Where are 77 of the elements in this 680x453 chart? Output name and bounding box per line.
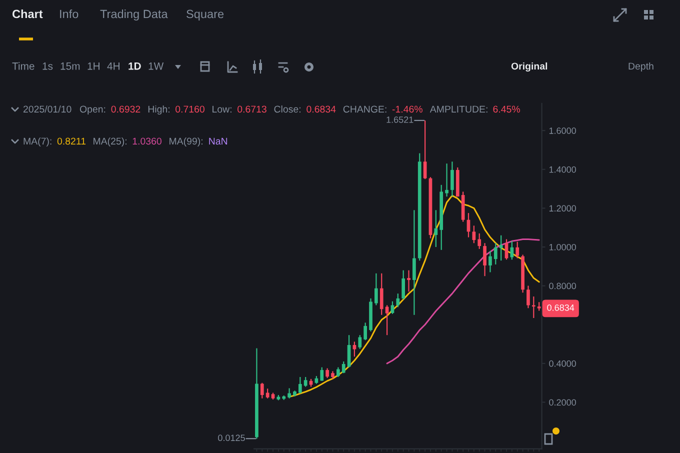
annotation: Close:: [274, 105, 300, 113]
candlestick: [304, 376, 308, 388]
y-tick-label: 1.2000: [549, 205, 576, 212]
text: 1.0360: [132, 138, 162, 145]
candlestick: [336, 366, 340, 378]
candlestick: [445, 163, 448, 198]
text: 1W: [148, 62, 164, 70]
candlestick: [494, 242, 498, 266]
candlestick: [320, 366, 324, 382]
text: Open:: [80, 106, 106, 115]
candlestick: [342, 360, 346, 374]
text: 0.6932: [111, 106, 140, 113]
candlestick: [478, 232, 482, 250]
y-tick-label: 1.6000: [549, 128, 576, 134]
text: Trading Data: [100, 10, 168, 20]
candlestick: [407, 270, 410, 292]
text: 2025/01/10: [23, 105, 72, 113]
candlestick: [488, 250, 492, 273]
candlestick: [298, 376, 302, 394]
candlestick: [516, 241, 520, 259]
y-tick-label: 1.4000: [549, 166, 576, 173]
candlestick: [260, 382, 264, 399]
candlestick: [483, 242, 486, 277]
candlestick: [423, 120, 427, 180]
text: 0.7160: [176, 106, 204, 113]
annotation: 6.45%: [493, 106, 520, 113]
candlestick: [396, 293, 400, 308]
text: Depth: [628, 62, 654, 72]
candlestick: [266, 388, 270, 399]
text: NaN: [209, 138, 228, 145]
annotation: 0.6713: [238, 106, 266, 113]
line-series: [288, 194, 540, 398]
line-series: [386, 238, 540, 364]
candlestick: [402, 270, 406, 300]
y-tick-label: 0.2000: [549, 399, 576, 406]
text: 4H: [107, 62, 120, 70]
text: 1s: [42, 62, 53, 70]
text: Square: [186, 10, 224, 20]
annotation: CHANGE:: [343, 106, 386, 113]
candlestick: [510, 240, 514, 260]
y-tick-label: 0.4000: [549, 360, 576, 367]
text: Low:: [212, 106, 232, 113]
annotation: 1.6521: [386, 116, 414, 123]
text: MA(99):: [170, 137, 202, 147]
candlestick: [380, 272, 384, 316]
text: High:: [148, 105, 170, 115]
candlestick: [499, 234, 503, 262]
annotation: -1.46%: [392, 106, 422, 113]
candlestick: [358, 334, 362, 350]
text: Info: [60, 10, 78, 18]
text: Original: [511, 62, 548, 72]
candlestick: [434, 210, 438, 248]
candlestick: [526, 285, 530, 309]
text: 1H: [88, 62, 100, 70]
text: 0.8211: [57, 138, 86, 145]
annotation: 0.6834: [306, 106, 336, 113]
text: 0.6834: [547, 304, 574, 311]
candlestick: [390, 300, 394, 314]
text: MA(7):: [24, 137, 52, 147]
text: Chart: [12, 10, 43, 18]
candlestick: [412, 210, 416, 316]
candlestick: [326, 368, 329, 379]
candlestick: [364, 322, 367, 341]
text: MA(25):: [94, 137, 126, 147]
annotation: AMPLITUDE:: [430, 106, 488, 113]
candlestick: [472, 225, 476, 244]
candlestick: [532, 296, 536, 319]
candlestick: [450, 161, 454, 198]
candlestick: [374, 272, 378, 306]
y-tick-label: 1.0000: [549, 244, 576, 250]
text: 15m: [60, 62, 80, 70]
candlestick: [352, 341, 356, 358]
text: 1D: [128, 62, 141, 70]
text: 0.0125: [218, 434, 245, 442]
text: Time: [12, 62, 34, 70]
y-tick-label: 0.8000: [549, 282, 576, 290]
candlestick: [288, 388, 291, 399]
